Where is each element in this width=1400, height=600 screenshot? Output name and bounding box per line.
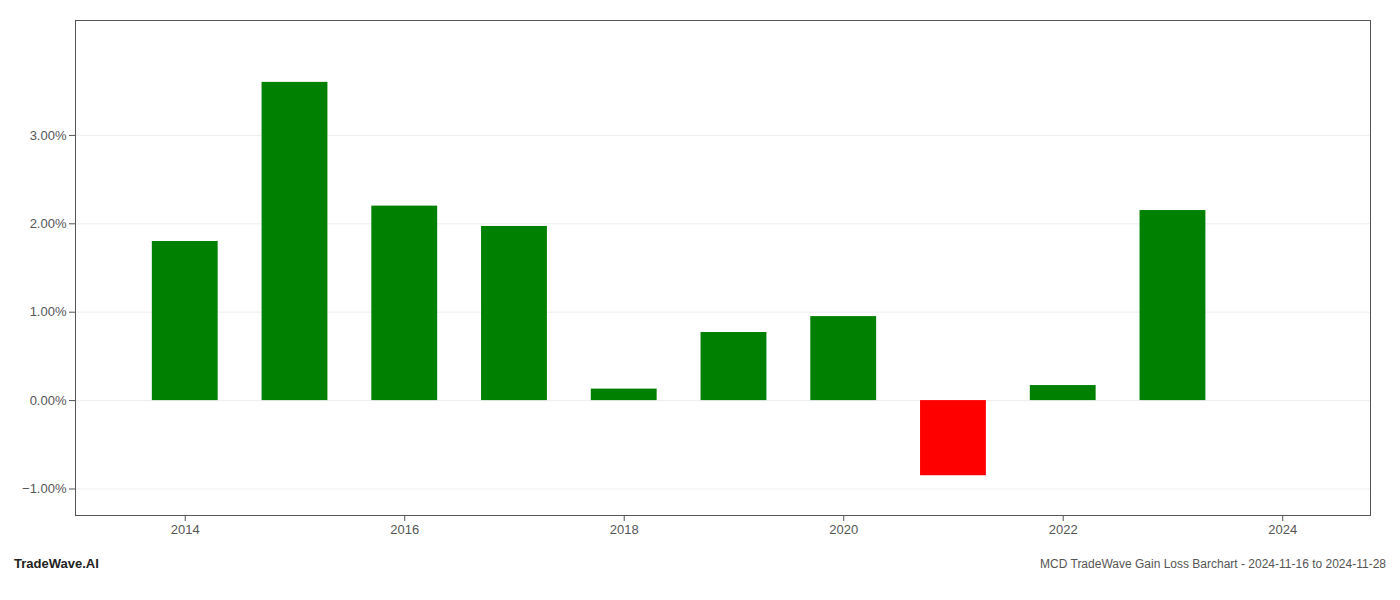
html-text:MCD TradeWave Gain Loss Barcha: MCD TradeWave Gain Loss Barchart - 2024-… [1040,557,1386,571]
svg-text:2022: 2022 [1049,522,1078,537]
svg-text:−1.00%: −1.00% [22,481,67,496]
svg-text:2024: 2024 [1268,522,1297,537]
html-text:TradeWave.AI: TradeWave.AI [14,556,99,571]
svg-text:1.00%: 1.00% [30,304,67,319]
svg-text:2016: 2016 [390,522,419,537]
svg-text:2.00%: 2.00% [30,216,67,231]
svg-text:2020: 2020 [829,522,858,537]
svg-text:2018: 2018 [610,522,639,537]
svg-text:3.00%: 3.00% [30,128,67,143]
svg-text:2014: 2014 [171,522,200,537]
svg-text:0.00%: 0.00% [30,393,67,408]
